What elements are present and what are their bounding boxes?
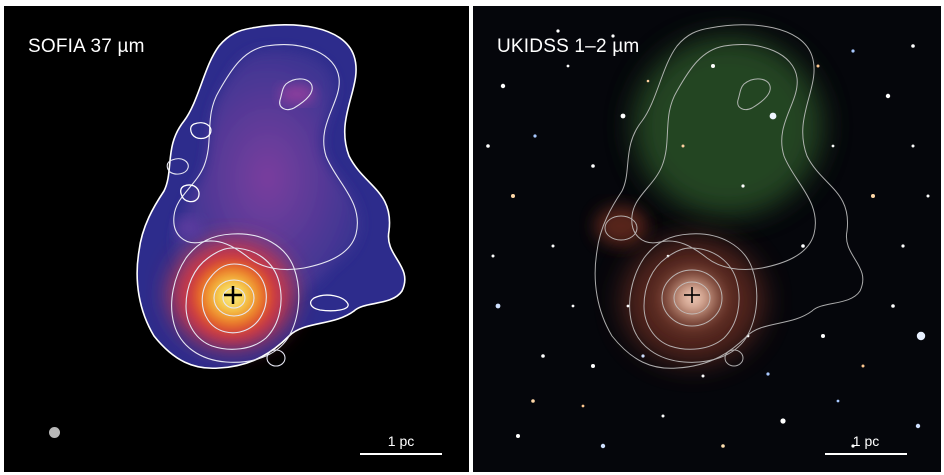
contour-top-knot — [279, 78, 313, 111]
contour-level-4 — [185, 247, 282, 350]
star-field — [486, 29, 930, 449]
ukidss-contour-level-6 — [673, 281, 711, 315]
contour-bottom-knot — [266, 349, 286, 367]
contour-inner-hole-1 — [190, 122, 212, 140]
contour-inner-hole-3 — [309, 294, 349, 312]
sofia-panel: SOFIA 37 µm 1 pc — [4, 6, 469, 472]
ukidss-contour-top-knot — [737, 78, 771, 111]
ukidss-contour-outer — [594, 24, 864, 369]
beam-size-dot — [49, 427, 60, 438]
contour-level-3 — [171, 233, 300, 363]
contour-level-2 — [173, 44, 358, 271]
sofia-scalebar-line — [360, 453, 442, 455]
ukidss-contour-bottom-knot — [724, 349, 744, 367]
ukidss-panel: UKIDSS 1–2 µm 1 pc — [473, 6, 941, 472]
sofia-image — [136, 23, 406, 370]
ukidss-scalebar: 1 pc — [825, 433, 907, 455]
ukidss-contour-level-4 — [643, 247, 740, 350]
sofia-panel-label: SOFIA 37 µm — [28, 36, 145, 57]
ukidss-contour-level-2 — [631, 44, 816, 271]
contour-inner-hole-2 — [180, 184, 200, 203]
ukidss-scalebar-label: 1 pc — [852, 433, 880, 449]
ukidss-source-cross-marker — [684, 287, 700, 303]
sofia-scalebar: 1 pc — [360, 433, 442, 455]
ukidss-image — [486, 24, 930, 449]
ukidss-contour-left-knot — [604, 215, 638, 241]
ukidss-contour-level-5 — [661, 269, 723, 327]
sofia-scalebar-label: 1 pc — [387, 433, 415, 449]
ir-core-glow — [653, 262, 733, 334]
contour-outer — [136, 23, 406, 370]
ir-green-glow — [633, 36, 823, 216]
nebula-knot-left — [175, 217, 203, 239]
source-cross-marker — [224, 286, 242, 304]
ukidss-contour-set — [594, 24, 864, 369]
contour-level-5 — [201, 263, 267, 334]
ukidss-panel-label: UKIDSS 1–2 µm — [497, 36, 640, 57]
contour-level-6 — [213, 279, 255, 317]
ukidss-contour-level-3 — [629, 233, 758, 363]
contour-set — [136, 23, 406, 370]
ukidss-scalebar-line — [825, 453, 907, 455]
contour-left-knot — [166, 158, 189, 175]
